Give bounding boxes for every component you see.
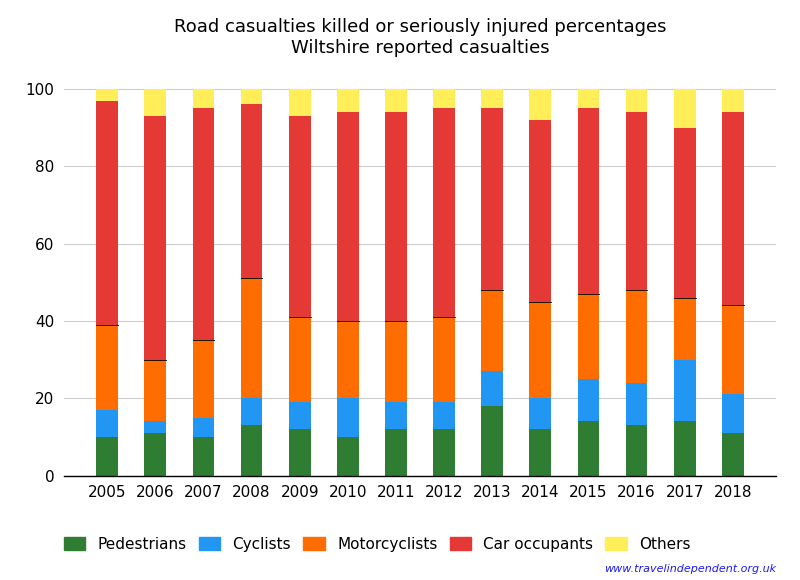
Bar <box>722 112 744 306</box>
Bar <box>193 89 214 108</box>
Bar <box>193 340 214 418</box>
Bar <box>241 398 262 425</box>
Bar <box>626 290 647 383</box>
Bar <box>337 321 358 398</box>
Bar <box>674 298 695 360</box>
Bar <box>96 100 118 325</box>
Bar <box>337 398 358 437</box>
Bar <box>674 89 695 128</box>
Bar <box>482 406 503 476</box>
Bar <box>385 402 406 429</box>
Bar <box>722 89 744 112</box>
Bar <box>289 429 310 476</box>
Bar <box>674 360 695 422</box>
Bar <box>722 394 744 433</box>
Bar <box>626 89 647 112</box>
Bar <box>434 108 455 317</box>
Bar <box>530 120 551 302</box>
Legend: Pedestrians, Cyclists, Motorcyclists, Car occupants, Others: Pedestrians, Cyclists, Motorcyclists, Ca… <box>59 532 695 556</box>
Bar <box>434 89 455 108</box>
Bar <box>578 89 599 108</box>
Bar <box>145 360 166 422</box>
Bar <box>289 317 310 402</box>
Bar <box>434 402 455 429</box>
Bar <box>530 89 551 120</box>
Bar <box>578 108 599 294</box>
Bar <box>626 112 647 290</box>
Bar <box>289 116 310 317</box>
Bar <box>482 108 503 290</box>
Bar <box>385 89 406 112</box>
Bar <box>337 112 358 321</box>
Bar <box>241 104 262 278</box>
Bar <box>482 371 503 406</box>
Bar <box>145 433 166 476</box>
Bar <box>674 128 695 298</box>
Bar <box>241 425 262 476</box>
Bar <box>578 379 599 422</box>
Bar <box>722 433 744 476</box>
Bar <box>530 398 551 429</box>
Bar <box>241 278 262 398</box>
Bar <box>289 402 310 429</box>
Bar <box>530 429 551 476</box>
Title: Road casualties killed or seriously injured percentages
Wiltshire reported casua: Road casualties killed or seriously inju… <box>174 18 666 57</box>
Bar <box>241 89 262 104</box>
Bar <box>145 116 166 360</box>
Bar <box>96 410 118 437</box>
Bar <box>434 317 455 402</box>
Bar <box>193 418 214 437</box>
Bar <box>193 437 214 476</box>
Bar <box>337 437 358 476</box>
Bar <box>96 89 118 100</box>
Bar <box>626 383 647 425</box>
Text: www.travelindependent.org.uk: www.travelindependent.org.uk <box>604 564 776 574</box>
Bar <box>337 89 358 112</box>
Bar <box>145 422 166 433</box>
Bar <box>145 89 166 116</box>
Bar <box>626 425 647 476</box>
Bar <box>674 422 695 476</box>
Bar <box>193 108 214 340</box>
Bar <box>385 112 406 321</box>
Bar <box>434 429 455 476</box>
Bar <box>289 89 310 116</box>
Bar <box>385 429 406 476</box>
Bar <box>578 294 599 379</box>
Bar <box>96 437 118 476</box>
Bar <box>722 306 744 394</box>
Bar <box>578 422 599 476</box>
Bar <box>530 302 551 398</box>
Bar <box>96 325 118 410</box>
Bar <box>482 89 503 108</box>
Bar <box>482 290 503 371</box>
Bar <box>385 321 406 402</box>
